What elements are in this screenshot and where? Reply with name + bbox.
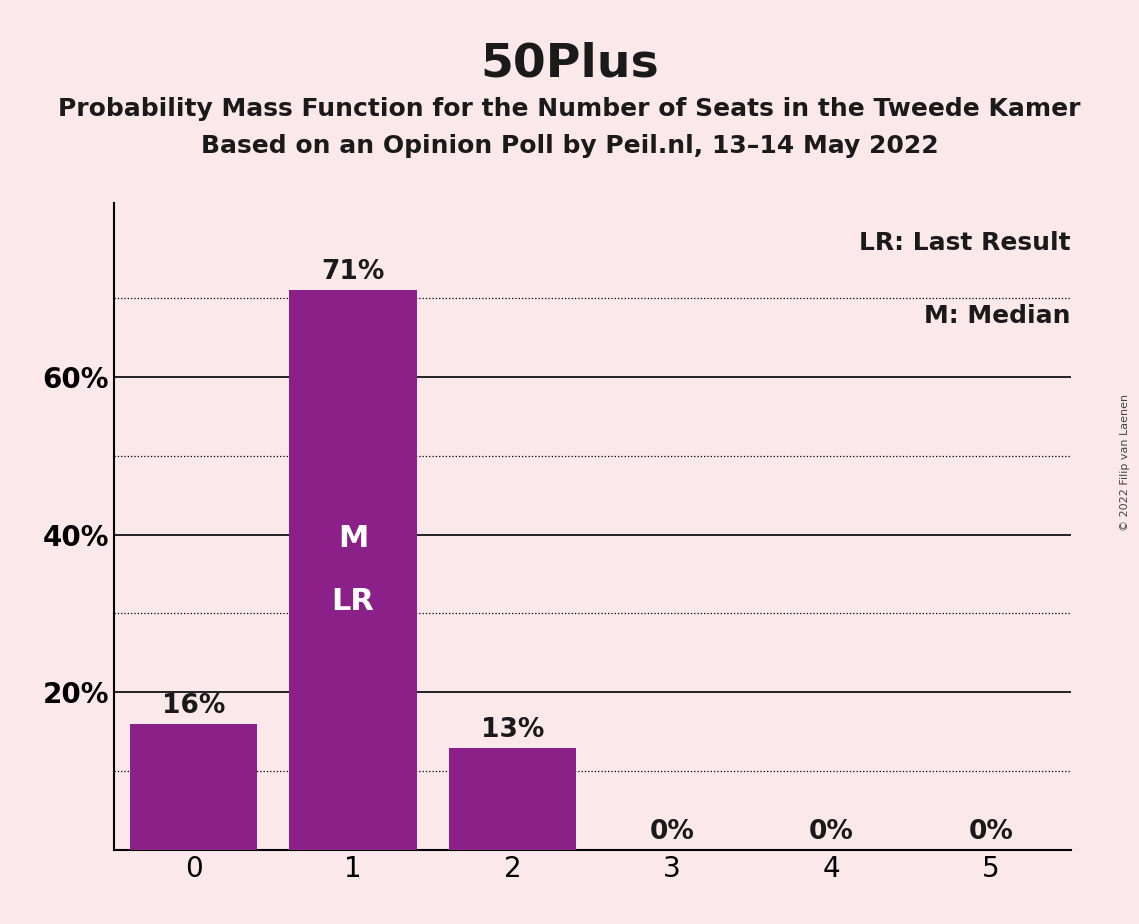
Text: M: Median: M: Median (924, 304, 1071, 328)
Bar (449, 748, 576, 850)
Text: 50Plus: 50Plus (481, 42, 658, 87)
Text: 71%: 71% (321, 260, 385, 286)
Text: 13%: 13% (481, 717, 544, 743)
Text: M: M (338, 524, 368, 553)
Text: Based on an Opinion Poll by Peil.nl, 13–14 May 2022: Based on an Opinion Poll by Peil.nl, 13–… (200, 134, 939, 158)
Text: © 2022 Filip van Laenen: © 2022 Filip van Laenen (1121, 394, 1130, 530)
Text: 0%: 0% (649, 820, 695, 845)
Text: 0%: 0% (968, 820, 1014, 845)
Text: 0%: 0% (809, 820, 854, 845)
Bar (289, 290, 417, 850)
Text: 16%: 16% (162, 693, 226, 719)
Text: LR: LR (331, 587, 375, 616)
Bar (130, 723, 257, 850)
Text: LR: Last Result: LR: Last Result (859, 231, 1071, 255)
Text: Probability Mass Function for the Number of Seats in the Tweede Kamer: Probability Mass Function for the Number… (58, 97, 1081, 121)
